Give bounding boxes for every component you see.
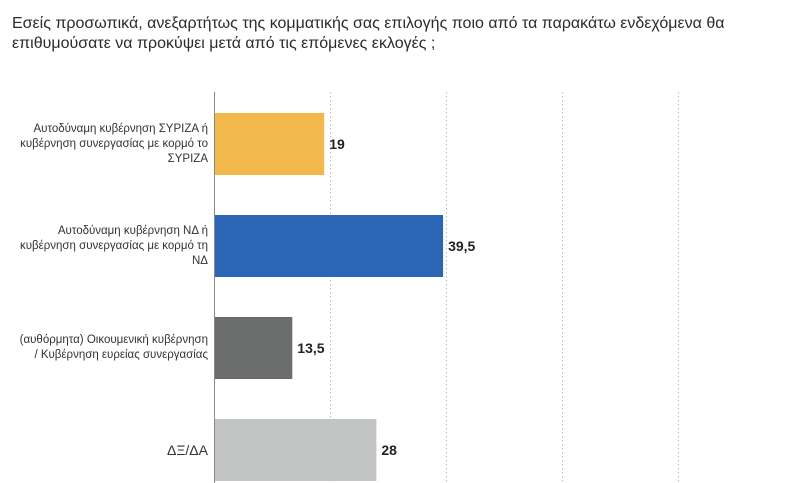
bar: [215, 419, 377, 481]
question-text: Εσείς προσωπικά, ανεξαρτήτως της κομματι…: [12, 15, 725, 52]
bar: [215, 215, 444, 277]
category-label: ΔΞ/ΔΑ: [166, 441, 208, 458]
category-label: Αυτοδύναμη κυβέρνηση ΣΥΡΙΖΑ ή κυβέρνηση …: [20, 122, 208, 165]
category-label: Αυτοδύναμη κυβέρνηση ΝΔ ή κυβέρνηση συνε…: [19, 224, 208, 267]
bar: [215, 113, 325, 175]
data-label: 19: [329, 136, 345, 152]
data-label: 28: [381, 442, 397, 458]
data-label: 39,5: [448, 238, 475, 254]
bar: [215, 317, 293, 379]
data-label: 13,5: [297, 340, 324, 356]
category-label: (αυθόρμητα) Οικουμενική κυβέρνηση / Κυβέ…: [19, 334, 208, 361]
